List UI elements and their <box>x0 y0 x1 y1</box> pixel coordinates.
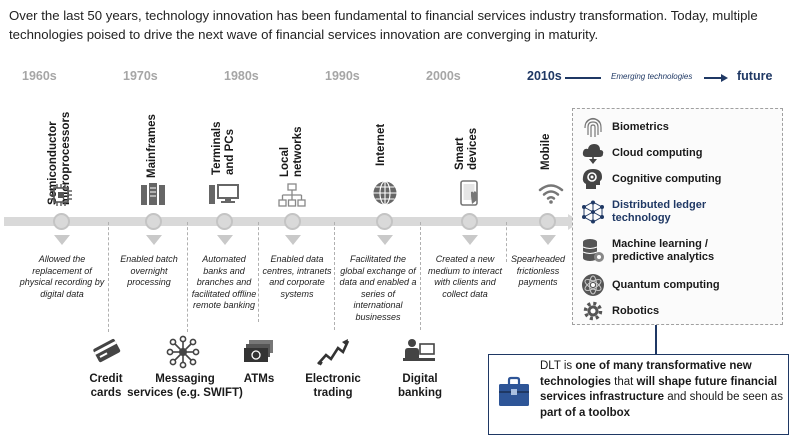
timeline-node-2010s <box>539 213 556 230</box>
robotics-gear-icon <box>581 299 605 323</box>
timeline-pointer-1960s <box>54 235 70 245</box>
milestone-description-local-networks: Enabled data centres, intranets and corp… <box>262 254 332 299</box>
timeline-pointer-1990s <box>377 235 393 245</box>
timeline-pointer-1980s-a <box>217 235 233 245</box>
tech-atms: ATMs <box>243 373 275 385</box>
milestone-description-mobile: Spearheaded frictionless payments <box>510 254 566 287</box>
globe-icon <box>373 180 397 206</box>
cash-icon <box>244 340 273 362</box>
brain-gear-icon <box>581 167 605 191</box>
milestone-description-terminals: Automated banks and branches and facilit… <box>191 254 257 310</box>
dlt-network-icon <box>581 200 605 224</box>
pc-icon <box>209 184 239 204</box>
milestone-description-semiconductor: Allowed the replacement of physical reco… <box>19 254 105 299</box>
milestone-description-internet: Facilitated the global exchange of data … <box>339 254 417 322</box>
separator-2 <box>187 222 188 332</box>
decade-2000s: 2000s <box>426 69 461 83</box>
separator-5 <box>420 222 421 330</box>
tech-digital-banking: Digital banking <box>397 373 443 399</box>
cloud-icon <box>581 141 605 165</box>
data-stack-icon <box>581 239 605 263</box>
timeline-node-1970s <box>145 213 162 230</box>
tech-credit-cards: Credit cards <box>89 373 123 399</box>
fingerprint-icon <box>581 115 605 139</box>
emerging-arrow-line <box>704 77 722 79</box>
emerging-technologies-label: Emerging technologies <box>611 72 693 81</box>
tech-electronic-trading: Electronic trading <box>305 373 361 399</box>
decade-2010s: 2010s <box>527 69 562 83</box>
milestone-label-smart-devices: Smart devices <box>454 127 479 170</box>
emerging-label-cognitive-computing: Cognitive computing <box>612 172 722 185</box>
emerging-quantum-computing: Quantum computing <box>581 273 720 297</box>
intro-text: Over the last 50 years, technology innov… <box>9 8 758 42</box>
timeline-pointer-2010s <box>540 235 556 245</box>
emerging-robotics: Robotics <box>581 299 659 323</box>
quantum-icon <box>581 273 605 297</box>
timeline-node-1990s <box>376 213 393 230</box>
emerging-arrow-head <box>721 74 728 82</box>
decade-1970s: 1970s <box>123 69 158 83</box>
wifi-icon <box>538 184 564 204</box>
timeline-pointer-1980s-b <box>285 235 301 245</box>
emerging-label-robotics: Robotics <box>612 304 660 317</box>
timeline-node-1980s-a <box>216 213 233 230</box>
timeline-pointer-1970s <box>146 235 162 245</box>
decade-connector-line <box>565 77 601 79</box>
emerging-machine-learning: Machine learning / predictive analytics <box>581 238 714 264</box>
digital-banking-icon <box>403 339 435 361</box>
milestone-label-internet: Internet <box>375 123 387 166</box>
separator-6 <box>506 222 507 262</box>
milestone-label-local-networks: Local networks <box>279 126 304 178</box>
milestone-label-mobile: Mobile <box>540 133 552 170</box>
emerging-biometrics: Biometrics <box>581 115 669 139</box>
timeline-pointer-2000s <box>462 235 478 245</box>
messaging-network-icon <box>166 335 200 369</box>
emerging-cognitive-computing: Cognitive computing <box>581 167 721 191</box>
credit-card-icon <box>93 339 121 363</box>
network-icon <box>278 183 306 207</box>
timeline-node-2000s <box>461 213 478 230</box>
callout-text: DLT is one of many transformative new te… <box>540 360 783 419</box>
tech-messaging-services: Messaging services (e.g. SWIFT) <box>127 373 243 399</box>
timeline-node-1960s <box>53 213 70 230</box>
emerging-label-distributed-ledger: Distributed ledger technology <box>612 199 707 224</box>
chip-icon <box>50 184 72 206</box>
decade-1980s: 1980s <box>224 69 259 83</box>
emerging-label-biometrics: Biometrics <box>612 120 669 133</box>
decade-1990s: 1990s <box>325 69 360 83</box>
callout-box <box>488 354 789 435</box>
emerging-label-cloud-computing: Cloud computing <box>612 146 703 159</box>
timeline-node-1980s-b <box>284 213 301 230</box>
decade-future: future <box>737 69 773 83</box>
emerging-cloud-computing: Cloud computing <box>581 141 702 165</box>
emerging-distributed-ledger: Distributed ledger technology <box>581 199 706 225</box>
mainframe-icon <box>141 183 165 205</box>
milestone-label-mainframes: Mainframes <box>146 114 158 178</box>
emerging-technologies-panel <box>572 108 783 325</box>
milestone-description-mainframes: Enabled batch overnight processing <box>120 254 178 287</box>
milestone-label-terminals: Terminals and PCs <box>211 121 236 175</box>
tablet-icon <box>460 180 478 206</box>
separator-1 <box>108 222 109 332</box>
separator-3 <box>258 222 259 322</box>
emerging-label-quantum-computing: Quantum computing <box>612 278 720 291</box>
decade-1960s: 1960s <box>22 69 57 83</box>
separator-4 <box>334 222 335 330</box>
toolbox-icon <box>499 376 529 406</box>
milestone-description-smart-devices: Created a new medium to interact with cl… <box>427 254 503 299</box>
trading-chart-icon <box>317 339 350 366</box>
callout-connector <box>655 325 657 355</box>
emerging-label-machine-learning: Machine learning / predictive analytics <box>612 238 715 263</box>
